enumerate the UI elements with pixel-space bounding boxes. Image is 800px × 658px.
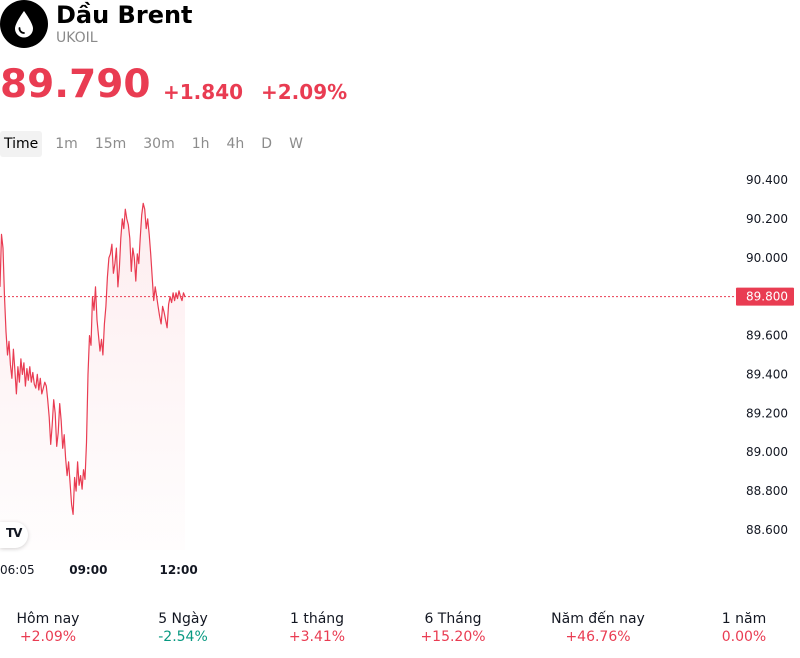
period-label: Năm đến nay — [551, 611, 645, 627]
tab-time[interactable]: Time — [0, 131, 43, 157]
y-tick-label: 89.600 — [746, 329, 788, 343]
tab-w[interactable]: W — [289, 136, 303, 152]
tradingview-logo[interactable]: TV — [0, 522, 28, 548]
period-value: +15.20% — [420, 629, 486, 645]
period-ytd[interactable]: Năm đến nay +46.76% — [533, 610, 663, 646]
x-tick-label: 06:05 — [0, 563, 35, 577]
symbol-name: Dầu Brent — [56, 1, 193, 29]
y-axis: 90.400 90.200 90.000 89.600 89.400 89.200 89.0… — [746, 173, 788, 537]
tab-15m[interactable]: 15m — [94, 136, 127, 152]
symbol-ticker: UKOIL — [56, 30, 98, 46]
tab-d[interactable]: D — [261, 136, 273, 152]
last-price-tag-bg — [736, 287, 794, 306]
tab-30m[interactable]: 30m — [143, 136, 175, 152]
symbol-header: Dầu Brent UKOIL — [0, 0, 400, 50]
y-tick-label: 89.400 — [746, 367, 788, 381]
price-line — [0, 202, 186, 515]
price-area — [0, 203, 185, 551]
price-change: +1.840 — [163, 80, 244, 104]
period-today[interactable]: Hôm nay +2.09% — [0, 610, 113, 646]
period-label: 1 năm — [721, 611, 767, 627]
x-tick-label: 12:00 — [159, 563, 197, 577]
period-label: 5 Ngày — [158, 611, 208, 627]
tab-4h[interactable]: 4h — [226, 136, 245, 152]
performance-periods: Hôm nay +2.09% 5 Ngày -2.54% 1 tháng +3.… — [0, 610, 800, 650]
y-tick-label: 89.200 — [746, 406, 788, 420]
tab-1h[interactable]: 1h — [191, 136, 210, 152]
tab-1m[interactable]: 1m — [55, 136, 78, 152]
quote-row: 89.790 +1.840 +2.09% — [0, 62, 500, 112]
period-label: 6 Tháng — [424, 611, 482, 627]
period-label: 1 tháng — [289, 611, 345, 627]
y-tick-label: 88.600 — [746, 523, 788, 537]
period-value: +2.09% — [19, 629, 77, 645]
last-price: 89.790 — [0, 62, 151, 107]
period-value: +46.76% — [565, 629, 631, 645]
x-tick-label: 09:00 — [69, 563, 107, 577]
period-5-days[interactable]: 5 Ngày -2.54% — [118, 610, 248, 646]
oil-drop-icon — [0, 0, 48, 48]
y-tick-label: 90.000 — [746, 251, 788, 265]
last-price-tag-label: 89.800 — [746, 290, 788, 304]
period-value: -2.54% — [158, 629, 208, 645]
period-1-year[interactable]: 1 năm 0.00% — [679, 610, 800, 646]
period-value: +3.41% — [288, 629, 346, 645]
y-tick-label: 89.000 — [746, 445, 788, 459]
y-tick-label: 90.200 — [746, 212, 788, 226]
price-chart[interactable]: 90.400 90.200 90.000 89.600 89.400 89.200 89.0… — [0, 160, 800, 580]
y-tick-label: 90.400 — [746, 173, 788, 187]
period-label: Hôm nay — [16, 611, 80, 627]
price-change-percent: +2.09% — [261, 80, 348, 104]
timeframe-tabs: Time 1m 15m 30m 1h 4h D W — [0, 131, 316, 157]
period-6-months[interactable]: 6 Tháng +15.20% — [388, 610, 518, 646]
y-tick-label: 88.800 — [746, 484, 788, 498]
price-chart-svg[interactable]: 90.400 90.200 90.000 89.600 89.400 89.200 89.0… — [0, 160, 800, 580]
period-1-month[interactable]: 1 tháng +3.41% — [252, 610, 382, 646]
x-axis: 06:05 09:00 12:00 — [0, 563, 198, 577]
last-price-tag: 89.800 — [736, 287, 794, 306]
period-value: 0.00% — [721, 629, 767, 645]
